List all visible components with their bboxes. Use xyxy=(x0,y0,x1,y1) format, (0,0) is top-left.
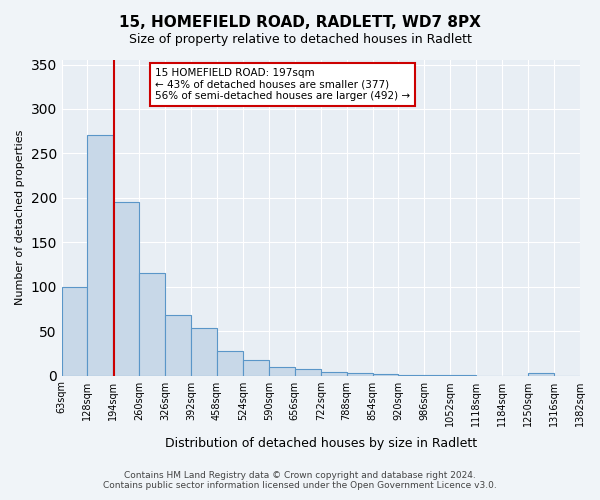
Bar xyxy=(347,373,373,376)
Bar xyxy=(139,274,165,376)
Bar xyxy=(424,374,451,376)
Text: Size of property relative to detached houses in Radlett: Size of property relative to detached ho… xyxy=(128,32,472,46)
Bar xyxy=(88,134,113,376)
Bar xyxy=(295,370,320,376)
Bar xyxy=(243,360,269,376)
Bar xyxy=(373,374,398,376)
Bar xyxy=(320,372,347,376)
Bar xyxy=(398,374,424,376)
Bar xyxy=(528,373,554,376)
Bar xyxy=(217,350,243,376)
Bar xyxy=(191,328,217,376)
Bar xyxy=(113,202,139,376)
Text: 15, HOMEFIELD ROAD, RADLETT, WD7 8PX: 15, HOMEFIELD ROAD, RADLETT, WD7 8PX xyxy=(119,15,481,30)
Bar xyxy=(451,374,476,376)
Bar xyxy=(269,366,295,376)
Y-axis label: Number of detached properties: Number of detached properties xyxy=(15,130,25,306)
X-axis label: Distribution of detached houses by size in Radlett: Distribution of detached houses by size … xyxy=(165,437,477,450)
Text: 15 HOMEFIELD ROAD: 197sqm
← 43% of detached houses are smaller (377)
56% of semi: 15 HOMEFIELD ROAD: 197sqm ← 43% of detac… xyxy=(155,68,410,101)
Bar xyxy=(62,286,88,376)
Bar xyxy=(165,315,191,376)
Text: Contains HM Land Registry data © Crown copyright and database right 2024.
Contai: Contains HM Land Registry data © Crown c… xyxy=(103,470,497,490)
